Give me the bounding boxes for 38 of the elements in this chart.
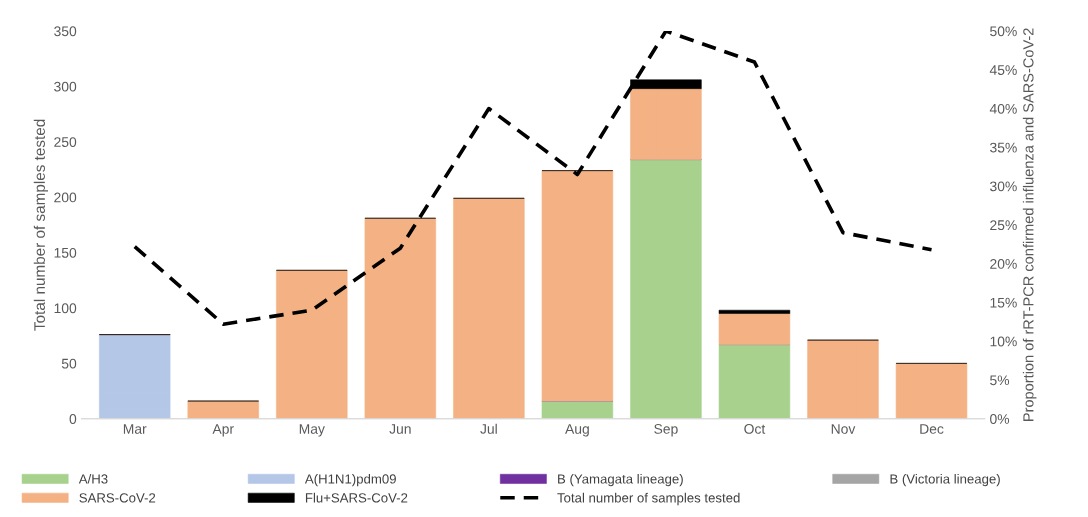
y-tick-label: 350 [54, 26, 77, 37]
x-tick-label: Sep [654, 424, 678, 437]
x-tick-label: Apr [212, 424, 234, 437]
y2-tick-label: 5% [990, 375, 1010, 386]
y2-axis-title: Proportion of rRT-PCR confirmed influenza and SARS-CoV-2 [1022, 28, 1037, 421]
y2-tick-label: 45% [989, 65, 1017, 75]
y2-tick-label: 0% [990, 414, 1010, 424]
x-tick-label: Oct [744, 424, 766, 434]
legend-label: A(H1N1)pdm09 [304, 473, 396, 487]
legend-label: Flu+SARS-CoV-2 [305, 492, 408, 503]
legend-label: Total number of samples tested [557, 492, 740, 506]
y-tick-label: 200 [54, 192, 77, 203]
y2-tick-label: 50% [990, 26, 1017, 37]
y2-tick-label: 25% [990, 220, 1017, 231]
y2-tick-label: 30% [990, 181, 1017, 192]
y2-tick-label: 40% [989, 103, 1017, 114]
y-tick-label: 300 [54, 81, 77, 92]
y2-tick-label: 15% [990, 297, 1017, 308]
y2-tick-label: 20% [990, 259, 1017, 269]
legend-label: A/H3 [78, 473, 108, 484]
x-tick-label: Jul [480, 423, 497, 434]
y-tick-label: 150 [54, 247, 77, 258]
legend-label: SARS-CoV-2 [79, 493, 156, 503]
y2-tick-label: 10% [990, 336, 1017, 347]
y-tick-label: 250 [54, 137, 77, 147]
x-tick-label: Mar [123, 424, 147, 434]
y-axis-title: Total number of samples tested [33, 119, 49, 331]
x-tick-label: Aug [565, 424, 589, 437]
x-tick-label: May [299, 424, 325, 437]
x-tick-label: Dec [920, 424, 944, 434]
y-tick-label: 50 [61, 358, 77, 369]
legend-label: B (Yamagata lineage) [558, 473, 683, 487]
x-tick-label: Jun [389, 424, 411, 434]
x-tick-label: Nov [831, 424, 856, 434]
y2-tick-label: 35% [990, 142, 1017, 153]
y-tick-label: 100 [54, 303, 77, 314]
y-tick-label: 0 [69, 414, 77, 424]
legend-label: B (Victoria lineage) [890, 473, 1000, 487]
